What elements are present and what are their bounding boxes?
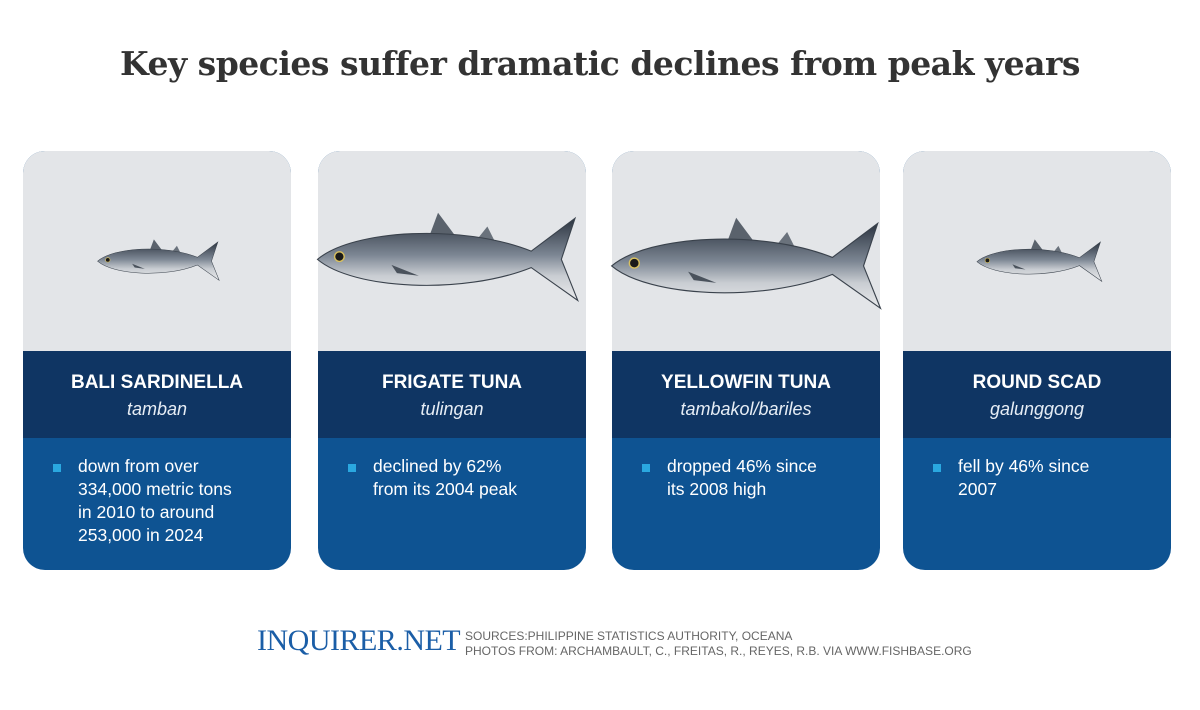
local-name: tamban [126, 399, 188, 419]
description-line: fell by 46% since [958, 456, 1090, 476]
photo-area [23, 151, 291, 351]
description-line: 253,000 in 2024 [78, 525, 204, 545]
description-line: from its 2004 peak [373, 479, 517, 499]
species-name: YELLOWFIN TUNA [661, 372, 831, 393]
description-line: dropped 46% since [667, 456, 817, 476]
local-name: tambakol/bariles [680, 399, 812, 419]
description-line: declined by 62% [373, 456, 502, 476]
description-line: down from over [78, 456, 199, 476]
logo: INQUIRER.NET [257, 624, 461, 657]
description-line: 334,000 metric tons [78, 479, 232, 499]
species-card: FRIGATE TUNA tulingan declined by 62% from … [318, 151, 586, 570]
photo-area [612, 151, 880, 351]
local-name: tulingan [420, 399, 484, 419]
sources: SOURCES:PHILIPPINE STATISTICS AUTHORITY,… [465, 629, 793, 643]
description-line: 2007 [958, 479, 997, 499]
species-name: BALI SARDINELLA [70, 372, 244, 393]
photo-credits: PHOTOS FROM: ARCHAMBAULT, C., FREITAS, R… [465, 644, 972, 658]
name-band [903, 351, 1171, 438]
description-line: in 2010 to around [78, 502, 215, 522]
local-name: galunggong [989, 399, 1085, 419]
species-name: FRIGATE TUNA [381, 372, 523, 393]
species-card: BALI SARDINELLA tamban down from over 334,0… [23, 151, 291, 570]
title: Key species suffer dramatic declines fro… [120, 44, 1080, 83]
photo-area [318, 151, 586, 351]
name-band [318, 351, 586, 438]
species-name: ROUND SCAD [972, 372, 1102, 393]
bullet [933, 464, 941, 472]
species-card: YELLOWFIN TUNA tambakol/bariles dropped 46… [612, 151, 880, 570]
description-line: its 2008 high [667, 479, 767, 499]
name-band [23, 351, 291, 438]
name-band [612, 351, 880, 438]
photo-area [903, 151, 1171, 351]
bullet [642, 464, 650, 472]
species-card: ROUND SCAD galunggong fell by 46% since 200… [903, 151, 1171, 570]
bullet [348, 464, 356, 472]
bullet [53, 464, 61, 472]
